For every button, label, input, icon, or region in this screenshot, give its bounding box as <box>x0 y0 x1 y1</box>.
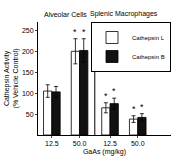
svg-text:12.5: 12.5 <box>45 140 59 147</box>
svg-text:150: 150 <box>22 69 34 76</box>
svg-text:*: * <box>112 86 116 96</box>
svg-text:50.0: 50.0 <box>73 140 87 147</box>
svg-text:50: 50 <box>26 111 34 118</box>
svg-text:*: * <box>82 27 86 37</box>
svg-text:GaAs (mg/kg): GaAs (mg/kg) <box>83 148 126 156</box>
svg-text:250: 250 <box>22 27 34 34</box>
svg-text:Cathepsin Activity(% Vehicle C: Cathepsin Activity(% Vehicle Control) <box>3 49 20 109</box>
svg-text:Cathepsin L: Cathepsin L <box>132 35 165 41</box>
svg-text:200: 200 <box>22 48 34 55</box>
svg-text:Splenic Macrophages: Splenic Macrophages <box>90 10 158 18</box>
svg-text:Cathepsin B: Cathepsin B <box>132 54 165 60</box>
svg-text:12.5: 12.5 <box>103 140 117 147</box>
svg-text:*: * <box>104 91 108 101</box>
svg-text:*: * <box>140 102 144 112</box>
svg-text:Alveolar Cells: Alveolar Cells <box>44 11 87 18</box>
svg-text:*: * <box>132 104 136 114</box>
svg-text:50.0: 50.0 <box>131 140 145 147</box>
svg-text:100: 100 <box>22 90 34 97</box>
svg-text:*: * <box>73 27 77 37</box>
